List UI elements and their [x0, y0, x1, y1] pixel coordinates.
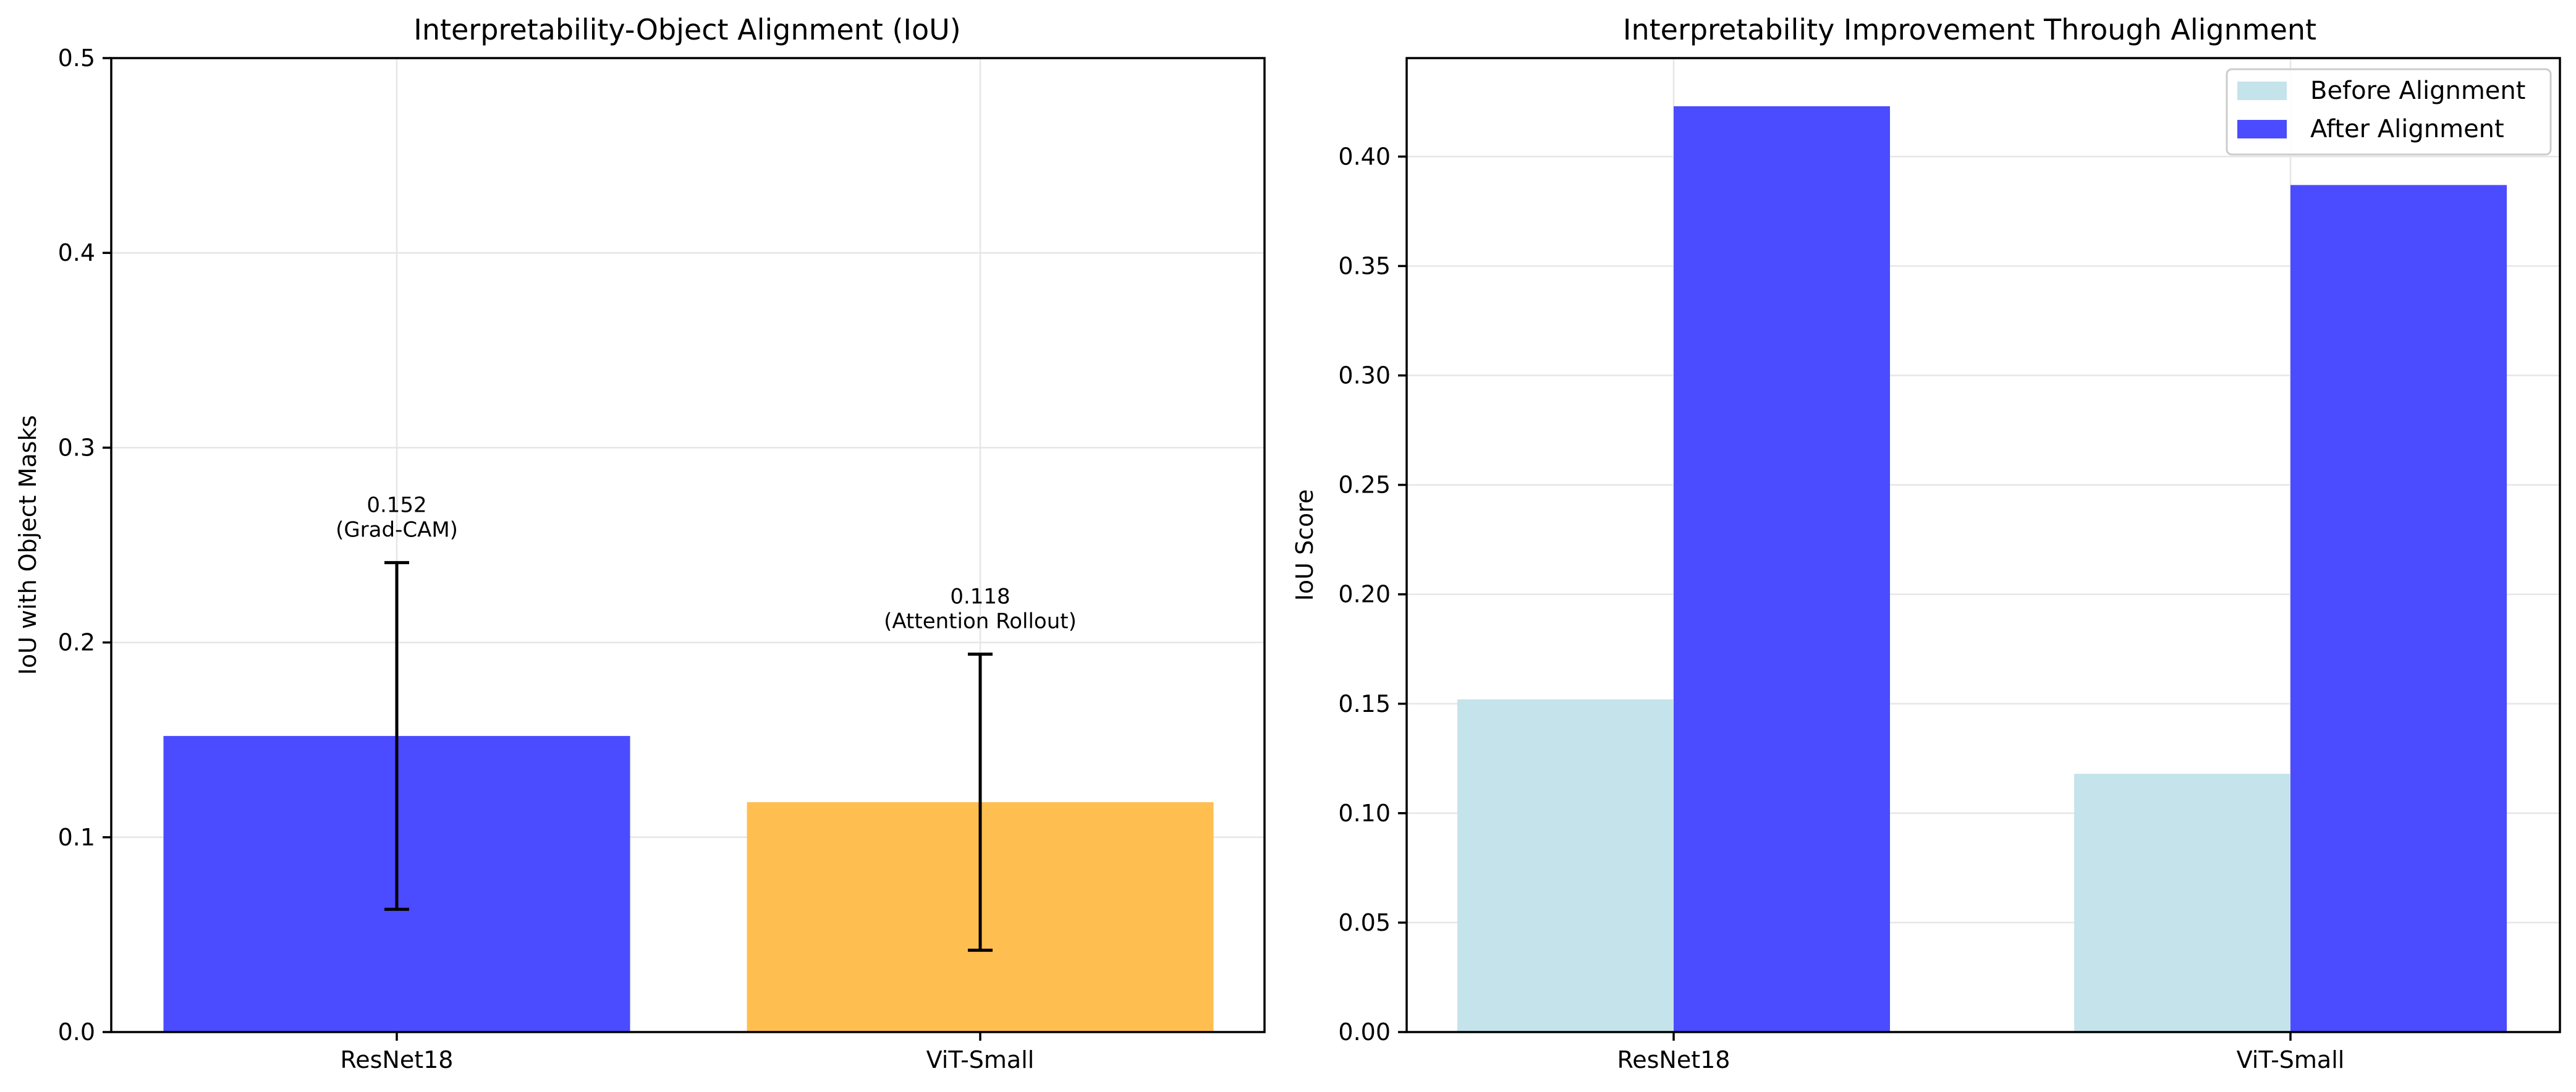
- chart2-y-tick-label: 0.10: [1338, 800, 1391, 827]
- chart1-y-tick-label: 0.3: [58, 434, 95, 461]
- legend-swatch-after-alignment: [2237, 120, 2287, 138]
- chart2-y-tick-label: 0.05: [1338, 909, 1391, 936]
- chart1-data-label-vit-small: 0.118: [950, 585, 1010, 609]
- chart1-annotations: 0.152(Grad-CAM) 0.118(Attention Rollout): [336, 493, 1077, 633]
- chart2-x-ticks: ResNet18 ViT-Small: [1617, 1032, 2345, 1073]
- chart1-error-bars: [384, 561, 993, 952]
- legend-label-after-alignment: After Alignment: [2310, 115, 2504, 143]
- chart2-x-tick-label-vit-small: ViT-Small: [2237, 1046, 2345, 1073]
- chart2-bar-before-alignment-resnet18: [1457, 699, 1674, 1032]
- chart2-y-ticks: 0.00 0.05 0.10 0.15 0.20 0.25 0.30 0.35 0.40: [1338, 143, 1407, 1046]
- chart1-y-tick-label: 0.1: [58, 824, 95, 851]
- chart1-title: Interpretability-Object Alignment (IoU): [413, 13, 960, 46]
- chart2-bar-after-alignment-resnet18: [1674, 106, 1890, 1033]
- chart1-y-tick-label: 0.4: [58, 239, 95, 266]
- chart2-frame: [1405, 57, 2561, 1033]
- chart1-y-ticks: 0.0 0.1 0.2 0.3 0.4 0.5: [58, 44, 111, 1046]
- chart1-frame: [110, 57, 1266, 1033]
- legend-box: [2226, 68, 2552, 156]
- chart2-y-tick-label: 0.15: [1338, 690, 1391, 717]
- chart2-y-tick-label: 0.00: [1338, 1018, 1391, 1046]
- chart2-y-tick-label: 0.25: [1338, 472, 1391, 499]
- chart2-y-tick-label: 0.40: [1338, 143, 1391, 170]
- chart1-x-ticks: ResNet18 ViT-Small: [341, 1032, 1035, 1073]
- chart2-x-tick-label-resnet18: ResNet18: [1617, 1046, 1731, 1073]
- chart2-title: Interpretability Improvement Through Ali…: [1623, 13, 2316, 46]
- chart2-y-tick-label: 0.20: [1338, 581, 1391, 608]
- chart1-y-tick-label: 0.5: [58, 44, 95, 72]
- chart1-x-tick-label-resnet18: ResNet18: [341, 1046, 454, 1073]
- chart2-y-tick-label: 0.30: [1338, 362, 1391, 389]
- chart2-bar-before-alignment-vit-small: [2074, 774, 2290, 1032]
- chart1-method-label-resnet18: (Grad-CAM): [336, 517, 458, 542]
- chart1-y-tick-label: 0.2: [58, 629, 95, 656]
- chart2-y-axis-label: IoU Score: [1291, 489, 1318, 601]
- chart2-legend: Before Alignment After Alignment: [2226, 68, 2552, 156]
- chart2-bars: [1457, 106, 2507, 1033]
- chart1-method-label-vit-small: (Attention Rollout): [884, 609, 1077, 634]
- chart1-y-tick-label: 0.0: [58, 1018, 95, 1046]
- chart2-bar-after-alignment-vit-small: [2290, 185, 2507, 1032]
- legend-label-before-alignment: Before Alignment: [2310, 77, 2525, 105]
- legend-swatch-before-alignment: [2237, 82, 2287, 100]
- chart1-y-axis-label: IoU with Object Masks: [14, 415, 41, 675]
- chart1-x-tick-label-vit-small: ViT-Small: [926, 1046, 1035, 1073]
- chart1-data-label-resnet18: 0.152: [366, 493, 426, 517]
- chart2-y-tick-label: 0.35: [1338, 252, 1391, 279]
- chart-improvement-alignment: Interpretability Improvement Through Ali…: [1291, 13, 2561, 1073]
- chart-iou-alignment: Interpretability-Object Alignment (IoU) …: [14, 13, 1266, 1073]
